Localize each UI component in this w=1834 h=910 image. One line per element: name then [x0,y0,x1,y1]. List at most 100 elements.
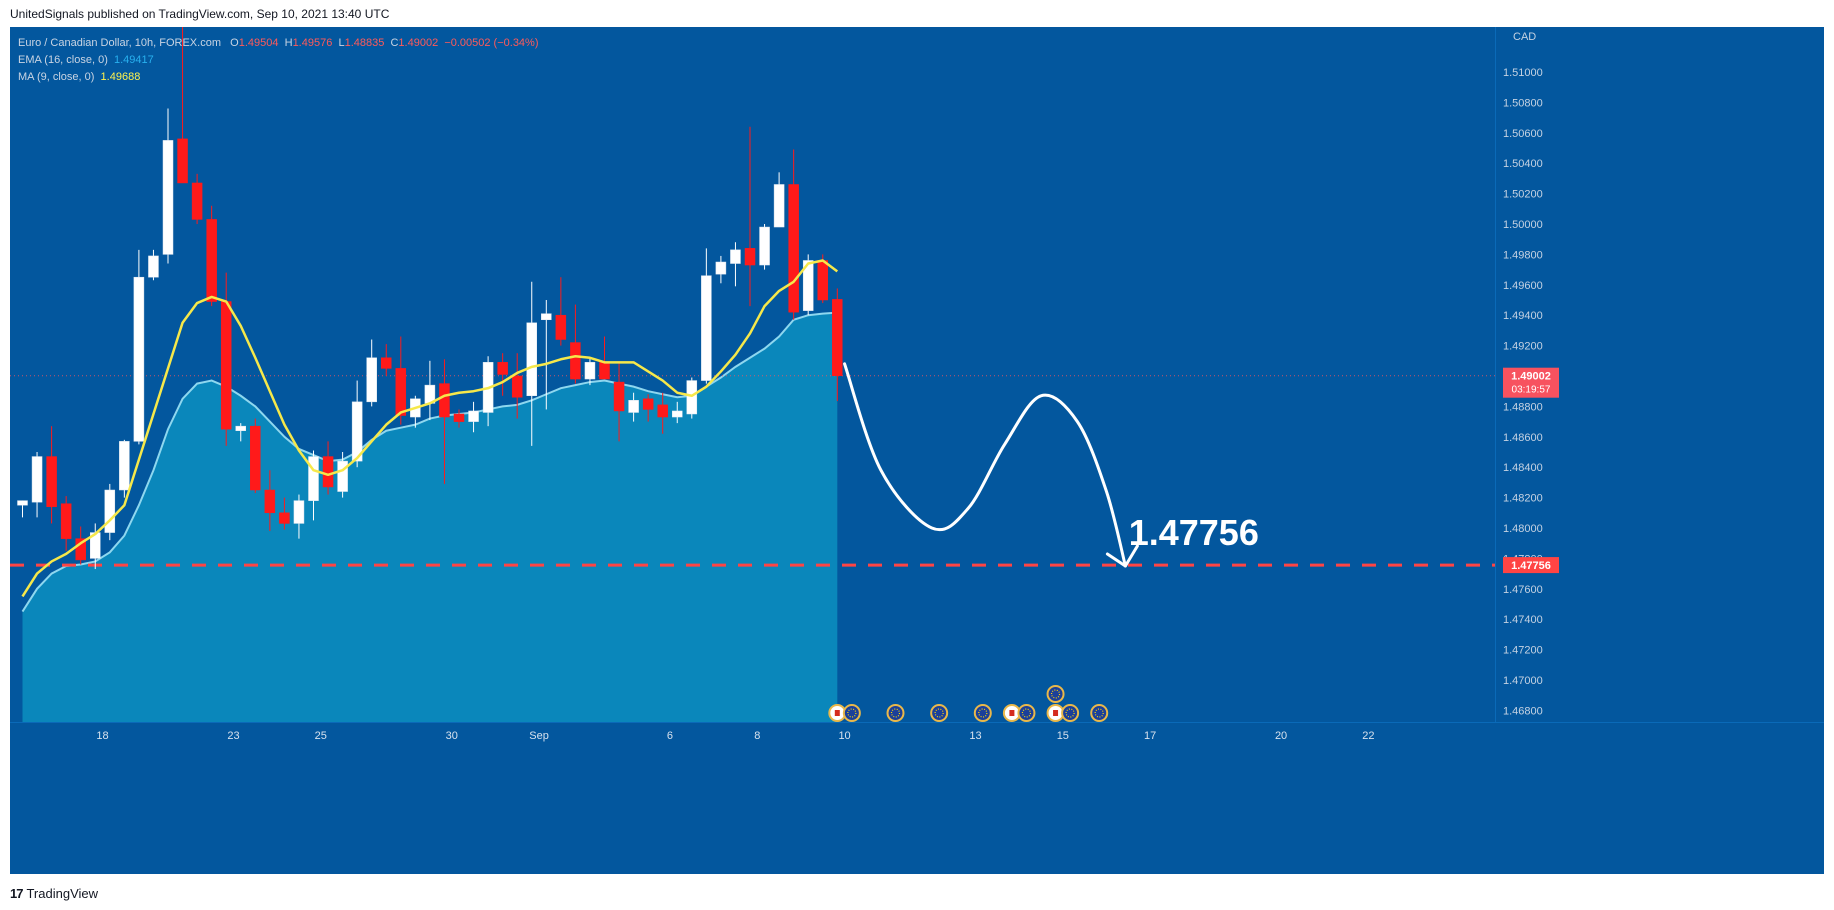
y-tick-label: 1.49400 [1503,310,1543,322]
candle[interactable] [526,281,537,446]
candle[interactable] [366,339,377,407]
candle[interactable] [351,380,363,468]
bar-countdown-label: 03:19:57 [1512,385,1551,396]
event-eur-flag-icon[interactable] [1017,704,1036,722]
candle-body-up [293,500,305,524]
y-axis[interactable]: 1.51000 1.50800 1.50600 1.50400 1.50200 1.500… [1495,27,1824,722]
legend-close-value: 1.49002 [398,37,439,49]
candle-body-down [60,503,72,539]
candle[interactable] [133,249,145,445]
candle[interactable] [555,277,567,346]
candle-body-up [337,460,348,492]
plot-area[interactable]: 1.47756 [10,27,1495,722]
candle[interactable] [672,401,683,424]
legend-ma-row[interactable]: MA (9, close, 0) 1.49688 [18,69,539,86]
last-price-badge[interactable]: 1.49002 03:19:57 [1503,367,1559,398]
candle-body-down [657,404,668,418]
candle[interactable] [657,392,668,434]
candle[interactable] [744,126,756,307]
candle[interactable] [468,401,479,433]
candle[interactable] [177,27,188,184]
legend-ma-label: MA (9, close, 0) [18,71,95,83]
event-eur-flag-icon[interactable] [1090,704,1109,722]
ma-line[interactable] [21,259,839,598]
eu-stars-icon [1065,708,1075,718]
event-marker-ring [1090,704,1109,722]
x-tick-label: 30 [446,730,458,742]
event-eur-flag-icon[interactable] [930,704,949,722]
candle[interactable] [570,304,581,384]
candle[interactable] [235,423,246,442]
eu-stars-icon [978,708,988,718]
candle[interactable] [497,353,508,396]
candle[interactable] [17,500,28,518]
last-price-badge-bg [1503,367,1559,398]
candle[interactable] [191,173,203,224]
event-marker-ring [1061,704,1080,722]
candle[interactable] [279,497,290,530]
y-tick-label: 1.50600 [1503,128,1543,140]
event-eur-flag-icon[interactable] [1046,685,1065,703]
tradingview-brand: TradingView [26,886,99,901]
candle[interactable] [322,441,334,495]
eu-stars-icon [934,708,944,718]
forecast-curve[interactable] [843,362,1127,568]
candle[interactable] [162,108,174,264]
candle-body-up [526,322,537,397]
event-eur-flag-icon[interactable] [842,704,861,722]
candle[interactable] [832,288,843,402]
target-price-badge[interactable]: 1.47756 [1503,557,1559,574]
candle[interactable] [293,494,305,539]
candle[interactable] [511,353,523,419]
tradingview-logo[interactable]: 17 TradingView [10,886,98,901]
candle[interactable] [60,496,72,551]
event-marker-ring [1046,685,1065,703]
event-eur-flag-icon[interactable] [1061,704,1080,722]
legend-c-label: C [390,37,399,49]
candle[interactable] [31,452,43,518]
event-eur-flag-icon[interactable] [973,704,992,722]
candle[interactable] [701,248,712,384]
candle[interactable] [759,224,770,270]
candle[interactable] [788,149,799,320]
legend-symbol[interactable]: Euro / Canadian Dollar, 10h, FOREX.com [18,37,221,49]
candle[interactable] [730,242,741,287]
candle-body-up [686,380,698,415]
publisher-header: UnitedSignals published on TradingView.c… [0,0,1834,27]
candle[interactable] [104,483,116,541]
y-tick-label: 1.46800 [1503,705,1543,717]
candle[interactable] [584,357,596,386]
candle[interactable] [715,255,727,284]
candle[interactable] [628,392,639,422]
event-marker-ring [842,704,861,722]
candle[interactable] [395,336,407,425]
candle[interactable] [264,470,276,532]
legend-ema-row[interactable]: EMA (16, close, 0) 1.49417 [18,52,539,69]
candle[interactable] [453,409,465,428]
event-eur-flag-icon[interactable] [886,704,905,722]
candle-body-down [206,219,217,302]
candle[interactable] [119,439,130,498]
candle[interactable] [642,394,654,422]
candle-body-up [17,500,28,506]
candle[interactable] [439,359,450,484]
candle[interactable] [250,418,261,494]
candle[interactable] [75,526,86,565]
x-axis[interactable]: 18 23 25 30 Sep 6 8 10 13 15 17 20 22 [10,722,1824,874]
event-marker-ring [1017,704,1036,722]
candle[interactable] [46,426,57,524]
candle[interactable] [206,205,217,307]
candle-body-up [759,226,770,266]
candle[interactable] [337,452,348,498]
legend-ema-value: 1.49417 [114,54,154,66]
candle[interactable] [381,344,392,376]
candle[interactable] [148,249,159,281]
candle[interactable] [613,362,625,442]
footer: 17 TradingView [0,874,1834,910]
candle[interactable] [686,377,698,419]
candle[interactable] [541,300,552,410]
candle[interactable] [308,450,319,521]
chart-frame[interactable]: 1.47756 18 23 25 30 Sep 6 8 10 13 15 17 20 22 1.51000 1… [10,27,1824,874]
candle[interactable] [773,172,785,228]
